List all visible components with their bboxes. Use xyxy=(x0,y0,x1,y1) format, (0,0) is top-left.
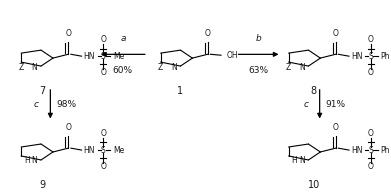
Text: 9: 9 xyxy=(39,180,46,190)
Text: O: O xyxy=(333,123,339,132)
Text: N: N xyxy=(299,156,305,165)
Text: Z: Z xyxy=(286,63,291,72)
Text: 63%: 63% xyxy=(248,66,269,75)
Text: N: N xyxy=(31,63,37,72)
Text: HN: HN xyxy=(351,52,362,61)
Text: O: O xyxy=(333,29,339,38)
Text: HN: HN xyxy=(84,146,95,155)
Text: OH: OH xyxy=(227,51,239,60)
Text: HN: HN xyxy=(84,52,95,61)
Text: O: O xyxy=(100,129,106,138)
Text: O: O xyxy=(100,68,106,77)
Text: HN: HN xyxy=(351,146,362,155)
Text: Z: Z xyxy=(19,63,24,72)
Text: Me: Me xyxy=(113,146,124,155)
Text: H: H xyxy=(291,156,297,165)
Text: H: H xyxy=(24,156,30,165)
Text: O: O xyxy=(368,129,374,138)
Text: O: O xyxy=(205,29,211,38)
Text: O: O xyxy=(65,29,71,38)
Text: 1: 1 xyxy=(177,86,183,96)
Text: Ph: Ph xyxy=(380,146,390,155)
Text: O: O xyxy=(100,162,106,171)
Text: S: S xyxy=(368,146,373,155)
Text: c: c xyxy=(303,100,308,109)
Text: O: O xyxy=(65,123,71,132)
Text: S: S xyxy=(101,146,106,155)
Text: a: a xyxy=(120,34,126,43)
Text: 91%: 91% xyxy=(325,100,346,109)
Text: O: O xyxy=(368,162,374,171)
Text: 60%: 60% xyxy=(113,66,133,75)
Text: 98%: 98% xyxy=(56,100,76,109)
Text: N: N xyxy=(171,63,177,72)
Text: 10: 10 xyxy=(308,180,320,190)
Text: O: O xyxy=(368,68,374,77)
Text: N: N xyxy=(299,63,305,72)
Text: 8: 8 xyxy=(311,86,317,96)
Text: 7: 7 xyxy=(39,86,46,96)
Text: c: c xyxy=(34,100,39,109)
Text: Me: Me xyxy=(113,52,124,61)
Text: S: S xyxy=(101,52,106,61)
Text: N: N xyxy=(31,156,37,165)
Text: O: O xyxy=(100,35,106,44)
Text: b: b xyxy=(256,34,262,43)
Text: O: O xyxy=(368,35,374,44)
Text: Z: Z xyxy=(158,63,163,72)
Text: S: S xyxy=(368,52,373,61)
Text: Ph: Ph xyxy=(380,52,390,61)
